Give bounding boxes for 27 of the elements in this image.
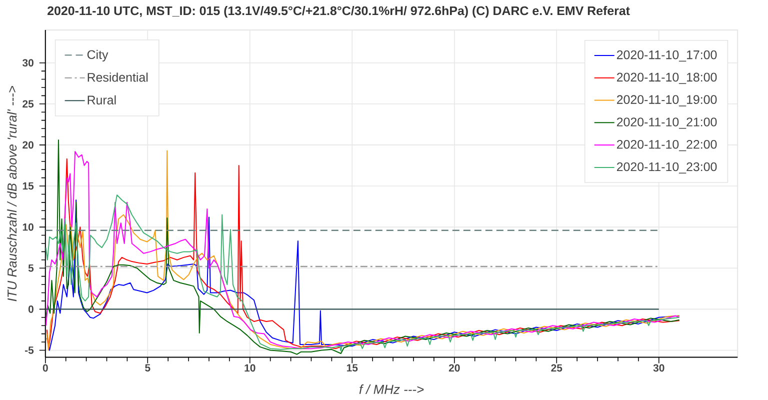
x-axis-title: f / MHz ---> [359, 384, 424, 394]
legend-label: 2020-11-10_19:00 [616, 95, 717, 106]
y-axis-title: ITU Rauschzahl / dB above 'rural' ---> [7, 86, 17, 302]
legend-label: Residential [88, 72, 148, 82]
x-tick-label: 10 [244, 364, 256, 372]
y-tick-label: 0 [28, 305, 34, 313]
x-tick-label: 5 [145, 364, 150, 372]
x-tick-label: 25 [551, 364, 562, 372]
legend-label: Rural [88, 95, 116, 104]
x-tick-label: 20 [448, 364, 460, 372]
y-tick-label: 10 [22, 223, 34, 231]
legend-label: 2020-11-10_21:00 [616, 118, 717, 129]
chart-title: 2020-11-10 UTC, MST_ID: 015 (13.1V/49.5°C/+21.8°C/30.1%rH/ 972.6hPa) (C) DARC e.V. EMV Referat [48, 6, 630, 18]
legend-label: 2020-11-10_23:00 [616, 162, 717, 174]
legend-label: 2020-11-10_22:00 [616, 140, 717, 152]
y-tick-label: 15 [22, 182, 34, 190]
y-tick-label: 25 [22, 100, 34, 108]
y-tick-label: 20 [22, 141, 34, 149]
y-tick-label: 5 [28, 264, 34, 272]
x-tick-label: 15 [346, 364, 358, 372]
legend-label: 2020-11-10_18:00 [616, 72, 717, 84]
x-tick-label: 0 [42, 364, 48, 372]
y-tick-label: -5 [24, 346, 34, 354]
legend-label: City [87, 50, 108, 62]
x-tick-label: 30 [653, 364, 664, 372]
legend-label: 2020-11-10_17:00 [616, 50, 717, 62]
y-tick-label: 30 [22, 59, 34, 67]
